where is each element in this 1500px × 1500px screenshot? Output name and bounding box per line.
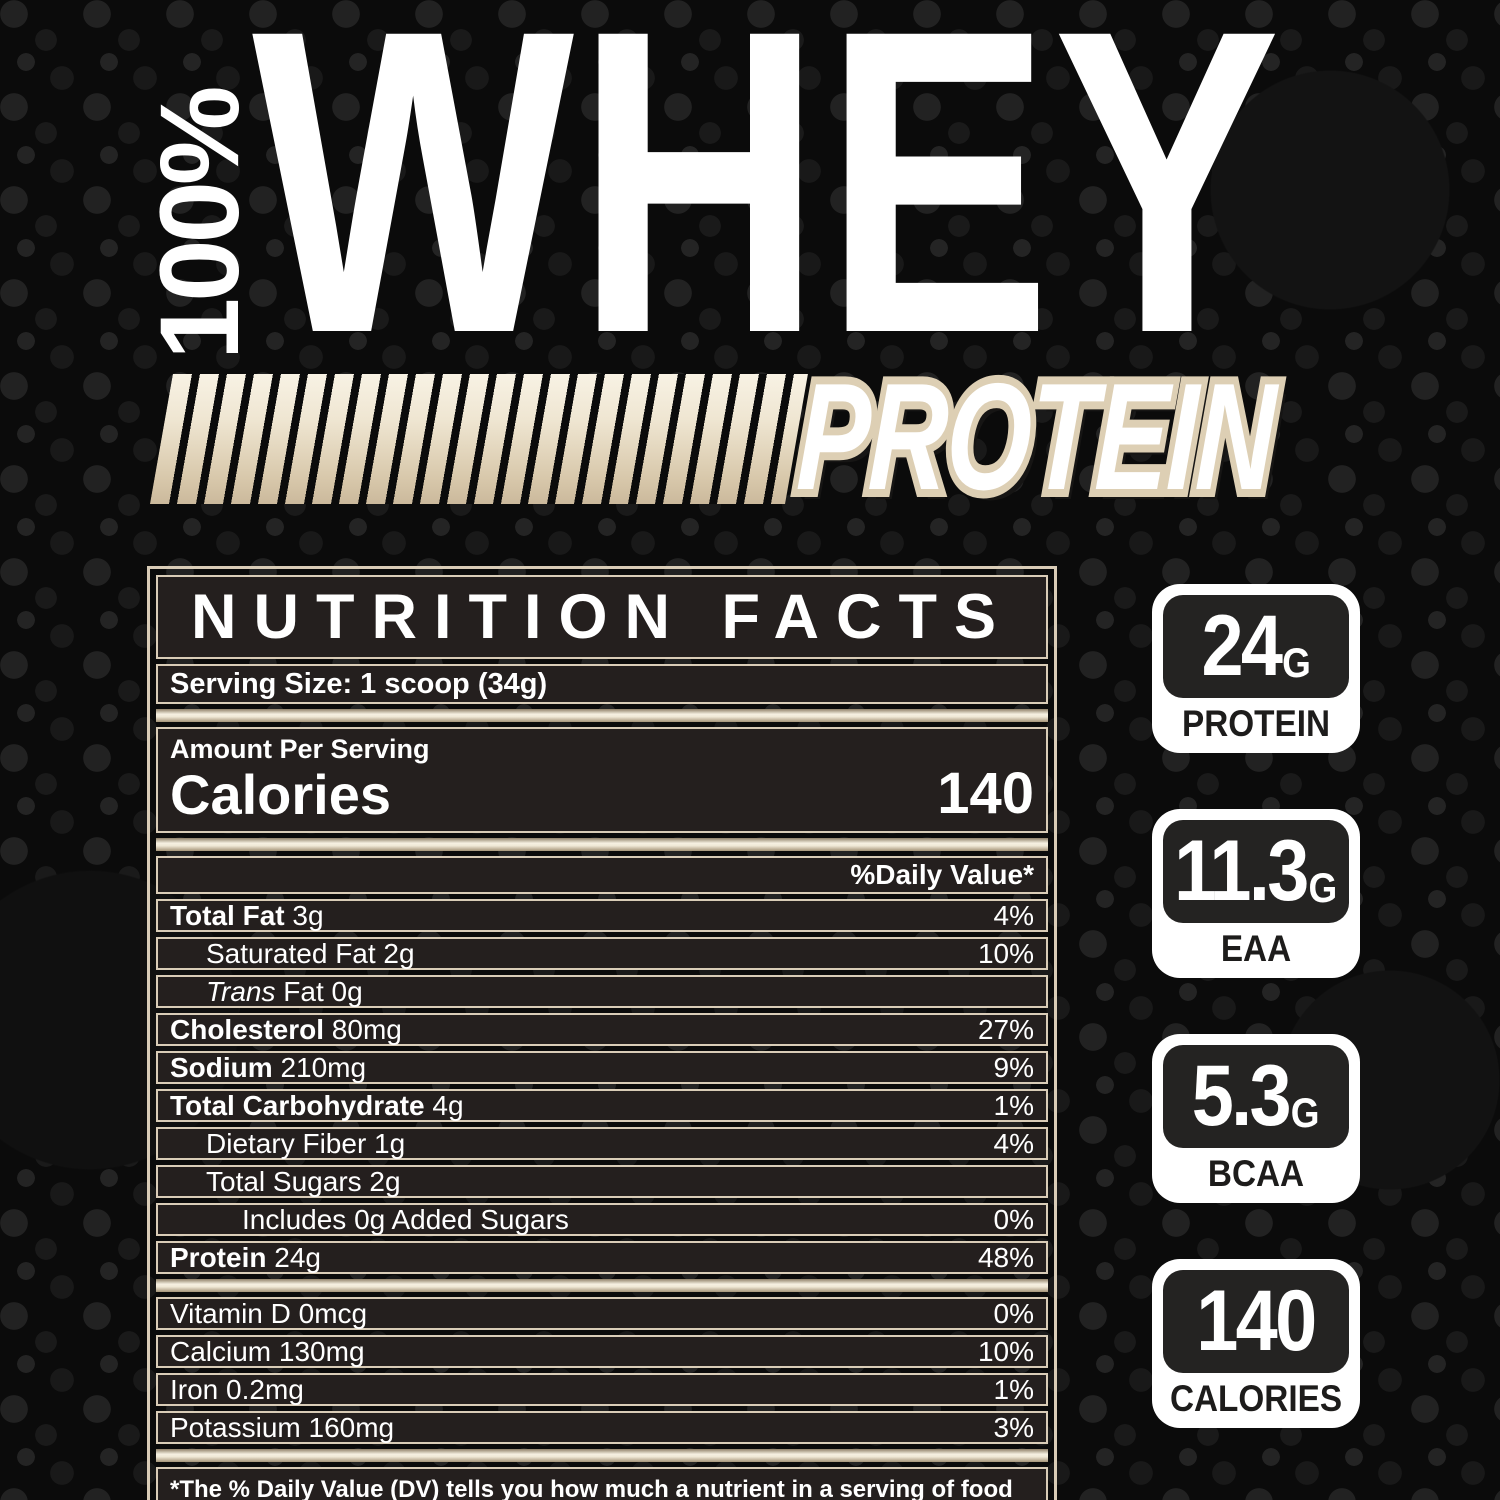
daily-value-footnote: *The % Daily Value (DV) tells you how mu… [156,1467,1048,1500]
nutrient-row: Total Carbohydrate 4g 1% [156,1089,1048,1122]
banner-protein-text: PROTEIN [794,352,1277,522]
badge-label: PROTEIN [1181,703,1331,744]
divider-bar [156,838,1048,851]
badge-calories: 140 CALORIES [1152,1259,1360,1428]
nutrient-row: Vitamin D 0mcg 0% [156,1297,1048,1330]
nutrient-row: Potassium 160mg 3% [156,1411,1048,1444]
title-whey: WHEY [252,0,1283,423]
nutrient-row: Total Fat 3g 4% [156,899,1048,932]
title-100-percent: 100% [137,89,262,360]
calories-value: 140 [937,761,1034,826]
badge-unit: G [1308,864,1338,912]
badge-label: BCAA [1207,1153,1305,1194]
badge-protein-value-box: 24 G [1163,595,1349,698]
vitamin-rows: Vitamin D 0mcg 0% Calcium 130mg 10% Iron 0.2… [156,1297,1048,1444]
badge-value: 24 [1201,598,1283,695]
badge-value: 5.3 [1192,1048,1292,1145]
badge-eaa-value-box: 11.3 G [1163,820,1349,923]
badge-unit: G [1291,1089,1320,1137]
badge-calories-value-box: 140 [1163,1270,1349,1373]
badge-bcaa: 5.3 G BCAA [1152,1034,1360,1203]
nutrient-row: Sodium 210mg 9% [156,1051,1048,1084]
badge-value: 140 [1195,1273,1317,1370]
nutrient-row: Iron 0.2mg 1% [156,1373,1048,1406]
nutrient-row: Saturated Fat 2g 10% [156,937,1048,970]
serving-size: Serving Size: 1 scoop (34g) [156,664,1048,704]
badge-unit: G [1281,639,1311,687]
nutrient-row: Dietary Fiber 1g 4% [156,1127,1048,1160]
nutrient-row: Trans Fat 0g [156,975,1048,1008]
nutrition-facts-title: NUTRITION FACTS [156,575,1048,659]
nutrient-rows: Total Fat 3g 4% Saturated Fat 2g 10% Trans F… [156,899,1048,1274]
divider-bar [156,709,1048,722]
nutrient-row: Calcium 130mg 10% [156,1335,1048,1368]
divider-bar [156,1279,1048,1292]
stat-badges: 24 G PROTEIN 11.3 G EAA 5.3 G BCAA 140 CALO… [1152,584,1360,1484]
banner-stripes [150,374,808,504]
calories-label: Calories [170,763,391,826]
divider-bar [156,1449,1048,1462]
daily-value-header: %Daily Value* [156,856,1048,894]
badge-bcaa-value-box: 5.3 G [1163,1045,1349,1148]
calories-section: Amount Per Serving Calories 140 [156,727,1048,833]
nutrition-facts-panel: NUTRITION FACTS Serving Size: 1 scoop (3… [147,566,1057,1500]
badge-protein: 24 G PROTEIN [1152,584,1360,753]
nutrient-row: Cholesterol 80mg 27% [156,1013,1048,1046]
badge-eaa: 11.3 G EAA [1152,809,1360,978]
nutrient-row: Protein 24g 48% [156,1241,1048,1274]
nutrient-row: Includes 0g Added Sugars 0% [156,1203,1048,1236]
nutrient-row: Total Sugars 2g [156,1165,1048,1198]
amount-per-serving-label: Amount Per Serving [170,734,430,764]
badge-label: CALORIES [1169,1378,1343,1419]
badge-value: 11.3 [1174,823,1309,920]
badge-label: EAA [1220,928,1292,969]
